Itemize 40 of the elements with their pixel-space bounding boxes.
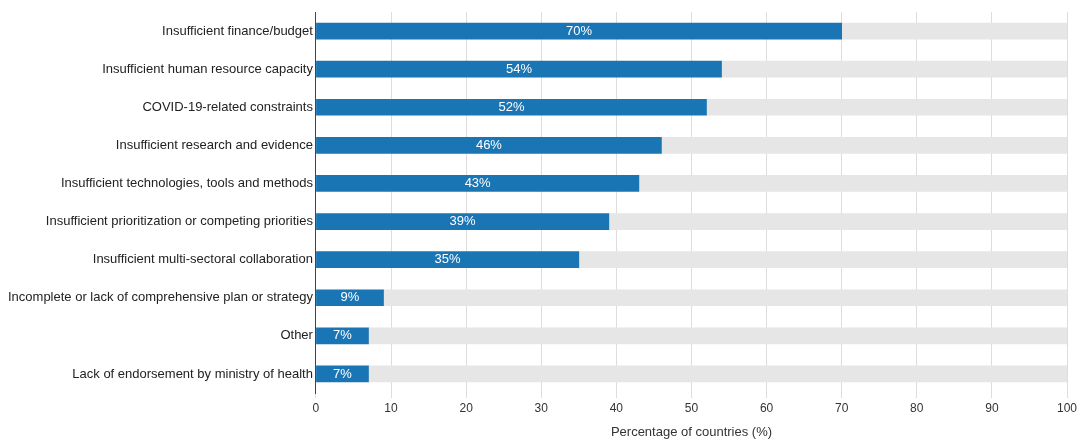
y-tick-label: Incomplete or lack of comprehensive plan or strategy [7,289,314,305]
y-tick-label: Lack of endorsement by ministry of health [72,365,313,381]
bar [316,137,662,154]
bar [316,289,384,307]
data-label: 39% [449,213,477,229]
data-label: 54% [505,60,533,76]
bar [316,251,580,268]
x-tick-label: 70 [835,400,849,415]
y-tick-label: Insufficient multi-sectoral collaboration [92,251,313,267]
data-label: 35% [434,251,462,267]
bar [316,213,610,230]
bar [316,175,640,192]
y-tick-label: Insufficient research and evidence [115,136,313,152]
data-label: 52% [498,98,525,114]
data-label: 70% [566,22,593,38]
x-tick-label: 40 [609,400,624,415]
x-tick-label: 50 [684,400,699,415]
x-tick-label: 80 [910,400,924,415]
x-tick-label: 100 [1056,400,1078,415]
bar [316,22,843,40]
y-tick-label: Insufficient technologies, tools and methods [60,175,314,191]
x-axis-title: Percentage of countries (%) [610,423,773,439]
y-tick-label: COVID-19-related constraints [142,98,314,114]
y-tick-label: Insufficient finance/budget [162,22,314,38]
x-tick-label: 10 [384,400,399,415]
bar [316,60,722,78]
bar [316,98,707,116]
x-tick-label: 90 [985,400,999,415]
x-tick-label: 60 [759,400,774,415]
x-tick-label: 20 [459,400,474,415]
x-tick-label: 0 [312,400,320,415]
y-tick-label: Insufficient human resource capacity [102,60,314,76]
y-tick-label: Other [280,327,314,343]
data-label: 9% [340,289,360,305]
data-label: 7% [333,327,353,343]
y-tick-label: Insufficient prioritization or competing priorities [45,213,314,229]
data-label: 7% [333,365,353,381]
data-label: 43% [464,175,492,191]
data-label: 46% [475,136,503,152]
x-tick-label: 30 [534,400,549,415]
